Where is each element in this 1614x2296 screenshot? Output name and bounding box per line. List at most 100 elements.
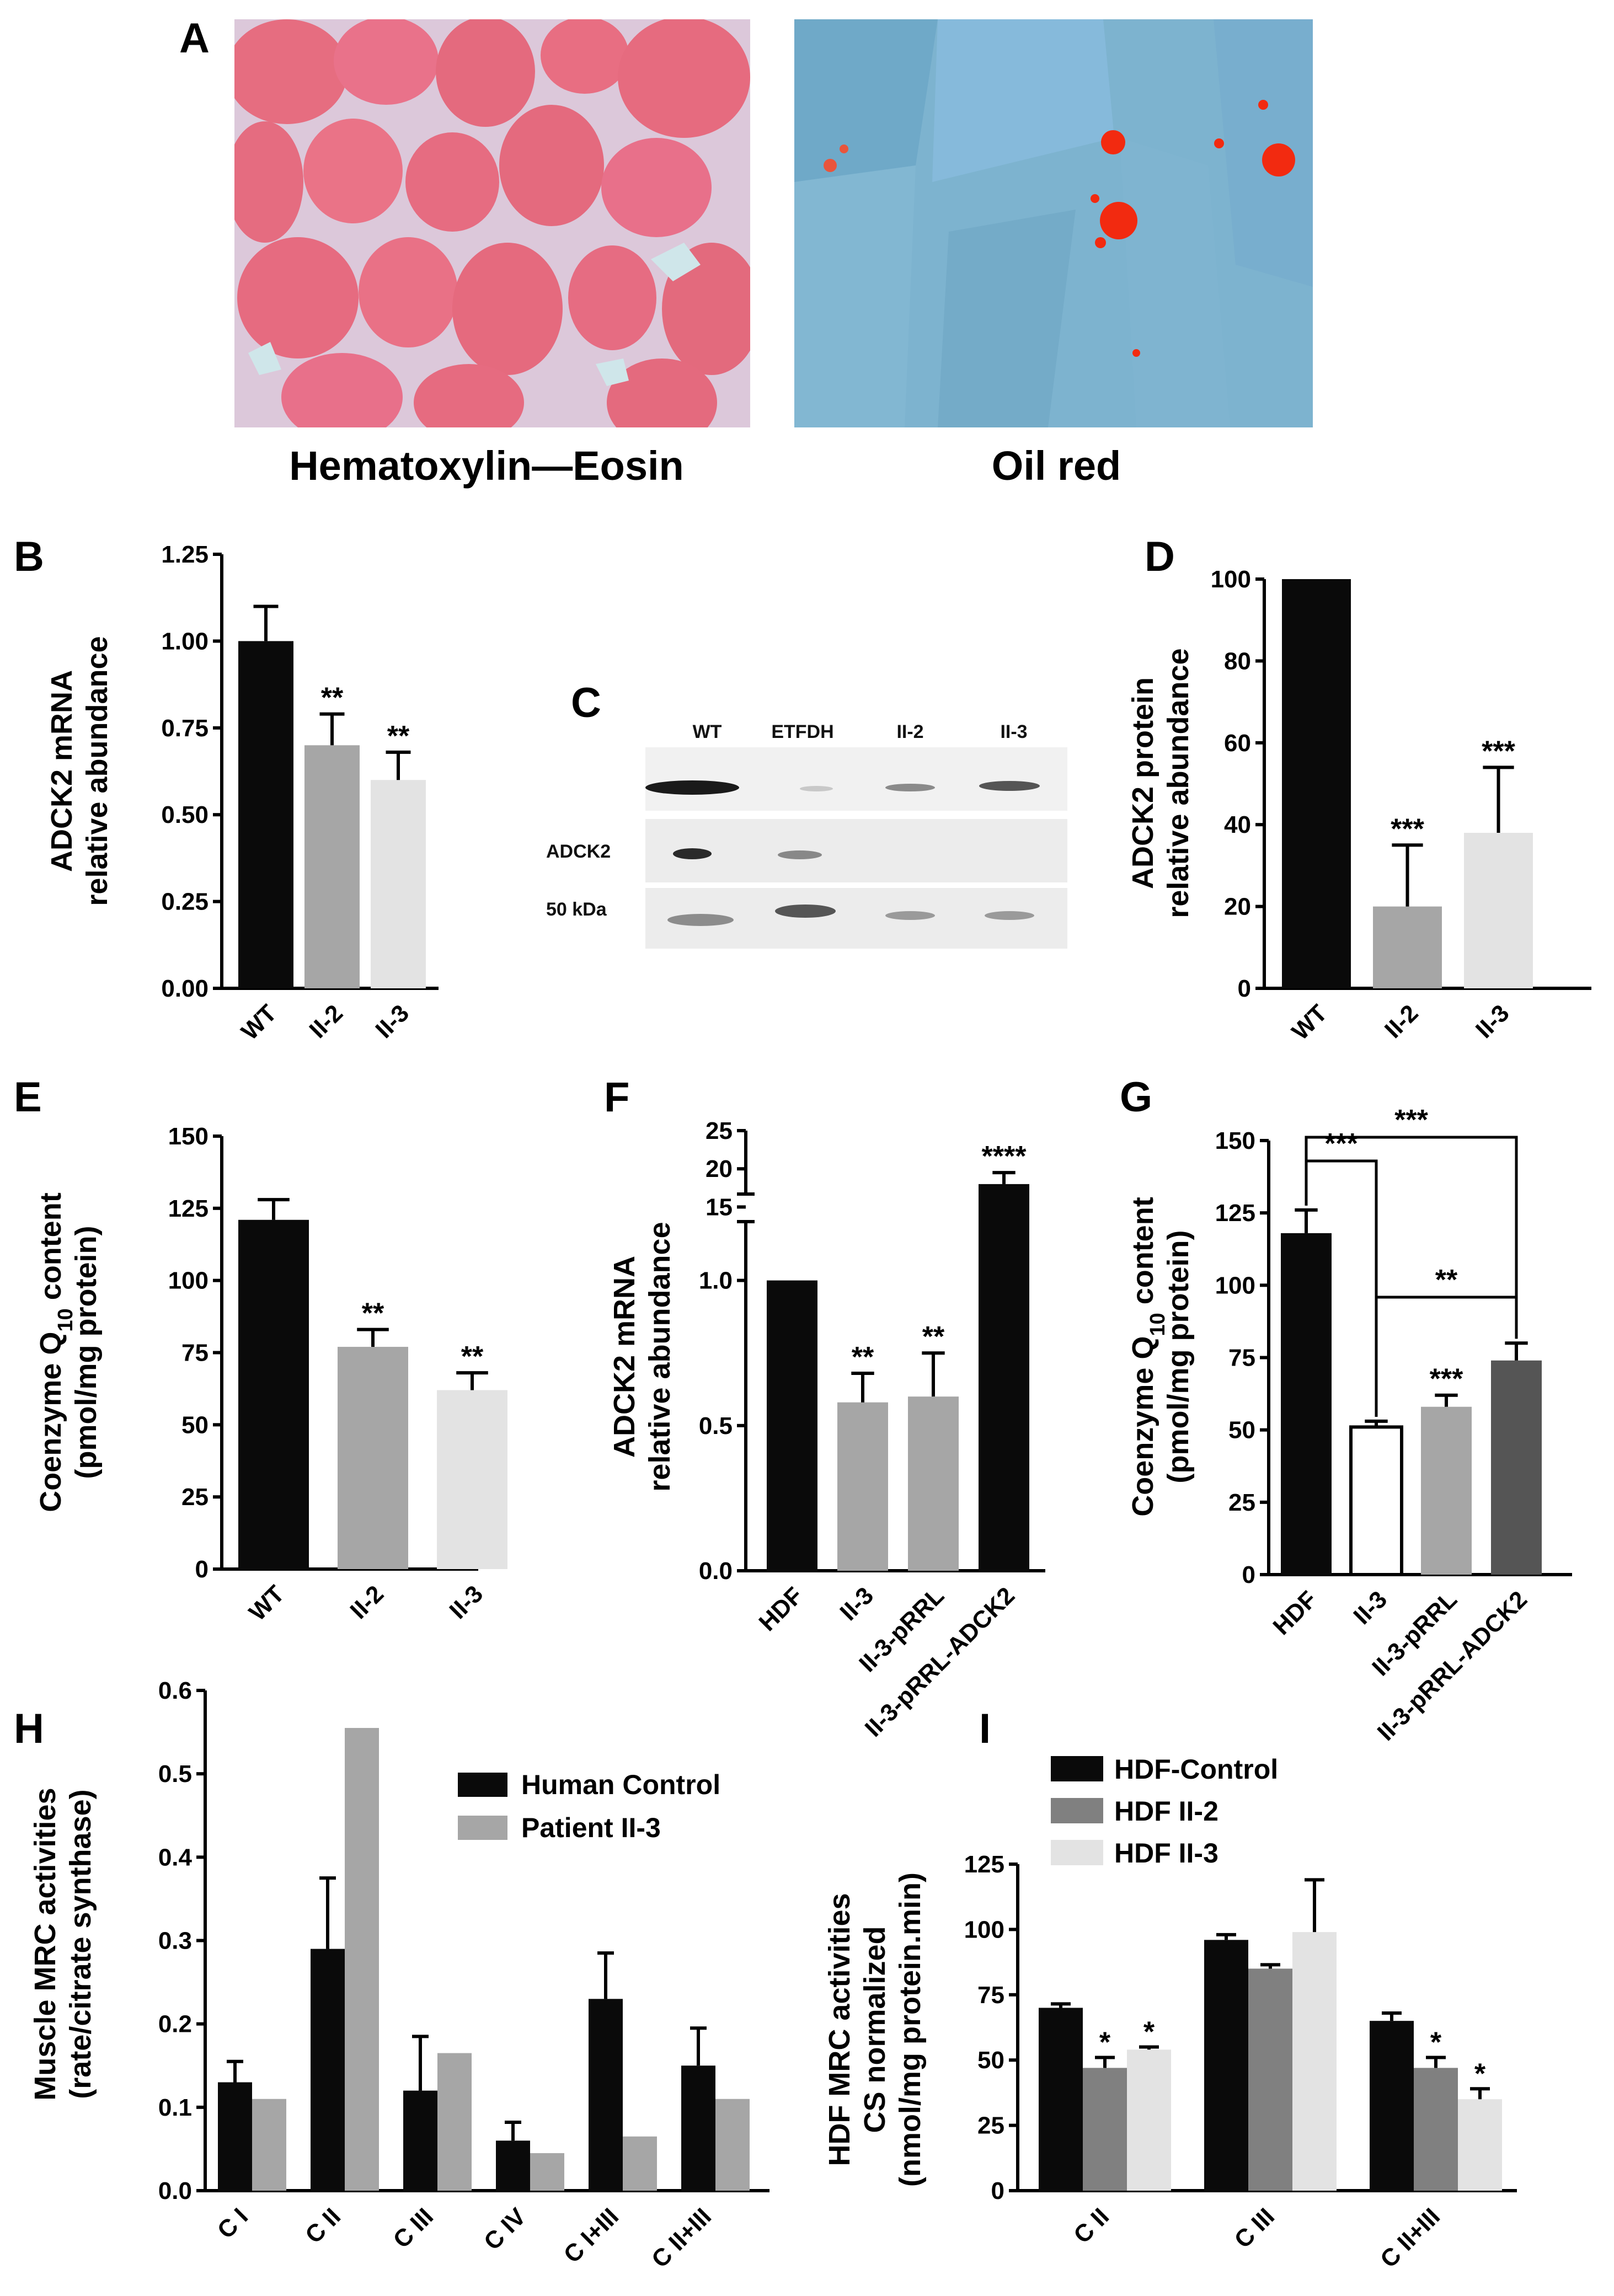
x-tick-label: C IV [479,2203,532,2256]
y-axis-label: Coenzyme Q10 content(pmol/mg protein) [1126,1197,1195,1516]
bar [238,1219,309,1569]
y-tick-label: 50 [1228,1417,1255,1444]
y-axis-label-part: Coenzyme Q [1126,1336,1159,1517]
y-tick-label: 1.25 [161,541,209,568]
y-axis-label-line: Muscle MRC activities [29,1787,62,2100]
x-tick-label: C I+III [559,2203,624,2268]
bar [1292,1932,1337,2191]
y-axis-label-part: content [34,1192,67,1308]
legend-swatch [1051,1840,1103,1865]
bar [623,2136,657,2191]
y-tick-label: 25 [706,1117,733,1144]
x-tick-label: C II+III [646,2203,717,2273]
y-tick-label: 60 [1224,730,1251,757]
x-tick-label: C II [300,2203,346,2249]
y-tick-label: 125 [1215,1200,1255,1227]
significance-bracket [1375,1296,1518,1417]
chart-b: 0.00 0.25 0.50 0.75 1.00 1.25 ** ** WT II-2 II-3 AD… [45,541,439,1045]
y-tick-label: 150 [168,1123,209,1150]
y-tick-label: 0.0 [699,1558,733,1585]
y-axis-label-line: relative abundance [1162,648,1195,918]
chart-h: 0.0 0.1 0.2 0.3 0.4 0.5 0.6 C I C II C III C IV C I… [29,1677,769,2273]
y-tick-label: 75 [181,1340,209,1367]
y-tick-label: 0.25 [161,889,209,916]
y-axis-label: HDF MRC activitiesCS normalized(nmol/mg … [823,1872,927,2187]
legend-swatch [458,1773,507,1797]
bar [437,2053,472,2191]
y-tick-label: 0.00 [161,975,209,1002]
bar [403,2090,437,2191]
y-axis-label: ADCK2 proteinrelative abundance [1126,648,1195,918]
y-tick-label: 1.00 [161,628,209,655]
panel-label-e: E [14,1074,42,1121]
y-tick-label: 50 [181,1411,209,1438]
x-tick-label: HDF [753,1582,808,1636]
y-tick-label: 0.6 [158,1677,192,1704]
y-tick-label: 125 [964,1851,1004,1878]
y-tick-label: 1.0 [699,1267,733,1294]
bar [496,2140,530,2191]
bar [589,1999,623,2191]
panel-label-a: A [179,15,210,62]
significance-label: *** [1324,1128,1358,1160]
x-tick-label: II-2 [1380,999,1424,1043]
bar [218,2082,252,2191]
y-axis-label-line: CS normalized [858,1926,891,2133]
y-tick-label: 15 [706,1194,733,1221]
bar [837,1402,888,1571]
x-tick-label: II-3 [835,1582,879,1626]
bar [908,1396,959,1571]
blot-lane-label: II-3 [1000,721,1027,742]
chart-i: 0 25 50 75 100 125 * * * * C II C III C II+III HDF-Co… [823,1754,1517,2273]
x-tick-label: C II [1068,2203,1114,2249]
significance-label: ** [461,1341,484,1373]
bar [1414,2068,1458,2191]
significance-label: *** [1394,1104,1428,1136]
y-axis-label-line: Coenzyme Q10 content [1126,1197,1169,1516]
y-tick-label: 0 [1242,1561,1255,1588]
bar [767,1280,817,1571]
bar [1083,2068,1127,2191]
y-tick-label: 25 [977,2112,1004,2139]
x-tick-label: C III [1229,2203,1280,2254]
panel-label-g: G [1120,1074,1152,1121]
y-tick-label: 0.4 [158,1844,193,1871]
bar [979,1208,1029,1571]
panel-label-b: B [14,533,44,580]
x-tick-label: II-3 [1348,1586,1392,1630]
he-micrograph [234,19,750,427]
x-tick-label: II-3 [444,1580,488,1624]
bar [681,2065,715,2191]
bar [1281,1233,1332,1575]
y-tick-label: 100 [1215,1272,1255,1299]
x-tick-label: WT [244,1580,290,1626]
panel-label-h: H [14,1705,44,1752]
x-tick-label: WT [1287,999,1333,1045]
y-tick-label: 0.75 [161,715,209,742]
significance-label: *** [1430,1363,1463,1395]
y-tick-label: 100 [168,1267,209,1294]
y-tick-label: 0 [991,2177,1004,2204]
bar [311,1949,345,2191]
bar [345,1728,379,2191]
significance-label: * [1099,2026,1111,2058]
bar [1464,833,1533,988]
oil-red-micrograph [794,19,1313,427]
y-tick-label: 0.2 [158,2011,192,2038]
legend-label: HDF-Control [1114,1754,1278,1785]
y-tick-label: 75 [977,1982,1004,2009]
bar [371,780,426,988]
y-tick-label: 0.1 [158,2094,192,2121]
y-axis-label-line: ADCK2 mRNA [608,1256,641,1458]
bar [1373,906,1442,988]
y-tick-label: 80 [1224,647,1251,675]
bar [1491,1360,1542,1575]
blot-row-label: ADCK2 [546,841,611,862]
y-axis-label: ADCK2 mRNArelative abundance [45,636,114,906]
legend-label: HDF II-2 [1114,1796,1218,1827]
significance-bracket [1305,1136,1518,1339]
panel-label-c: C [571,679,601,726]
y-axis-label-line: ADCK2 mRNA [45,670,78,872]
